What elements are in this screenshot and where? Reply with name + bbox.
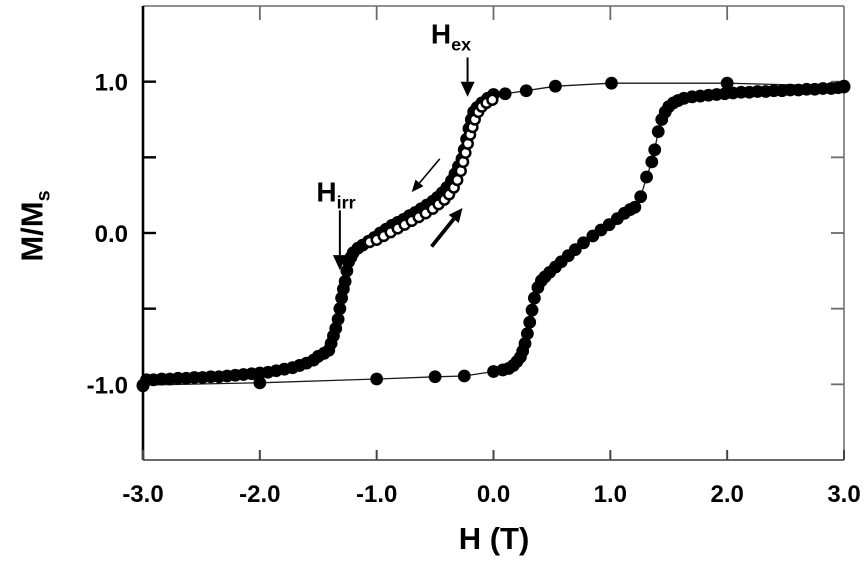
ascending-branch-point (253, 376, 267, 390)
ascending-branch-point (370, 372, 384, 386)
descending-branch-point (333, 302, 347, 316)
ascending-branch-point (648, 143, 662, 157)
y-axis-title-subscript: s (32, 190, 55, 202)
ascending-branch-point (457, 369, 471, 383)
ascending-branch-point (428, 370, 442, 384)
descending-branch-point (720, 76, 734, 90)
ascending-branch-point (651, 125, 665, 139)
ascending-branch-point (837, 80, 851, 94)
x-axis-tick-label: 1.0 (594, 481, 627, 508)
increasing-field-arrow-head (448, 208, 463, 223)
x-axis-tick-label: -2.0 (239, 481, 280, 508)
ascending-branch-point (527, 291, 541, 305)
decreasing-field-arrow-shaft (418, 158, 441, 184)
ascending-branch-point (634, 190, 648, 204)
hirr-label-main: H (316, 176, 337, 208)
descending-branch-point (335, 291, 349, 305)
hex-label-subscript: ex (451, 34, 472, 55)
hex-label-main: H (430, 18, 452, 50)
descending-branch-line (142, 82, 845, 387)
x-axis-tick-label: 0.0 (477, 481, 510, 508)
ascending-branch-point (136, 378, 150, 392)
descending-branch-point (605, 76, 618, 90)
y-axis-tick-label: -1.0 (87, 372, 128, 399)
ascending-branch-line (142, 86, 845, 386)
x-axis-tick-label: -1.0 (356, 481, 397, 508)
ascending-branch-point (523, 315, 537, 329)
ascending-branch-point (525, 303, 539, 317)
descending-branch-point (498, 87, 512, 101)
hirr-label-subscript: irr (336, 192, 356, 213)
increasing-field-arrow-shaft (430, 217, 456, 248)
descending-branch-point (340, 264, 354, 278)
y-axis-title-main: M/M (14, 201, 50, 262)
ascending-branch-point (518, 337, 532, 350)
y-axis-title: M/Ms (14, 190, 55, 261)
descending-branch-point (519, 84, 533, 98)
hirr-arrow-head (332, 255, 347, 271)
ascending-branch-point (640, 170, 653, 184)
recoil-curve-open-symbols-point (486, 93, 499, 106)
x-axis-title: H (T) (458, 521, 530, 556)
x-axis-tick-label: 3.0 (827, 481, 860, 508)
ascending-branch-point (520, 327, 534, 341)
ascending-branch-point (577, 236, 590, 250)
hirr-annotation-label: Hirr (316, 177, 355, 214)
ascending-branch-point (645, 155, 659, 169)
descending-branch-point (549, 79, 562, 93)
x-axis-tick-label: 2.0 (710, 481, 743, 508)
ascending-branch-point (628, 200, 642, 214)
y-axis-tick-label: 0.0 (95, 221, 128, 248)
hex-arrow-head (460, 81, 475, 97)
x-axis-tick-label: -3.0 (122, 481, 163, 508)
decreasing-field-arrow-head (411, 179, 424, 193)
hex-annotation-label: Hex (431, 19, 471, 56)
y-axis-tick-label: 1.0 (95, 70, 128, 97)
